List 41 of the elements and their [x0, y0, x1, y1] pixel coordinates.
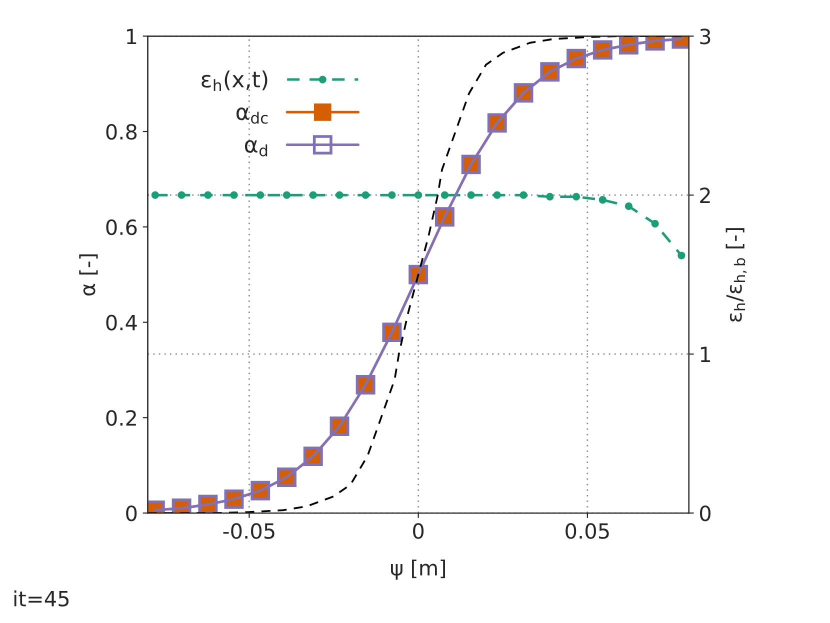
point	[230, 191, 238, 199]
legend-label: α$_{d}$	[244, 140, 268, 156]
y-tick-label: 0.4	[106, 314, 137, 330]
point	[467, 191, 475, 199]
point	[572, 192, 580, 201]
point	[204, 191, 212, 199]
point	[282, 191, 291, 199]
y-tick-label: 0.8	[106, 124, 137, 140]
point	[598, 196, 606, 204]
point	[440, 191, 449, 199]
point	[414, 191, 422, 199]
y-tick-label: 0.2	[106, 410, 136, 426]
point	[651, 220, 659, 228]
x-tick-label: 0	[413, 523, 424, 539]
point	[178, 191, 186, 199]
point	[624, 202, 633, 210]
y-axis-title: α [-]	[79, 254, 98, 296]
point	[388, 191, 396, 199]
point	[493, 191, 501, 199]
y2-tick-label: 1	[700, 346, 710, 362]
y2-tick-label: 0	[700, 505, 710, 522]
x-tick-label: 0.05	[566, 523, 609, 539]
point	[309, 191, 317, 199]
x-tick-label: -0.05	[223, 523, 274, 539]
y2-axis-title: ε$_{h}$/ε$_{h,b}$ [-]	[726, 228, 747, 322]
point	[336, 191, 344, 199]
point	[520, 191, 528, 199]
y2-tick-label: 2	[700, 188, 710, 204]
point	[151, 191, 160, 199]
y-tick-label: 0.6	[106, 219, 137, 236]
legend-label: α$_{dc}$	[236, 108, 268, 124]
point	[678, 252, 686, 260]
point	[256, 191, 264, 199]
x-axis-title: ψ [m]	[391, 560, 445, 580]
point	[546, 192, 554, 201]
y2-tick-label: 3	[700, 28, 710, 44]
text: it=45	[14, 590, 69, 607]
y-tick-label: 1	[127, 28, 136, 44]
point	[362, 191, 370, 199]
y-tick-label: 0	[126, 505, 137, 522]
legend-label: ε$_{h}$(x,t)	[202, 70, 268, 91]
